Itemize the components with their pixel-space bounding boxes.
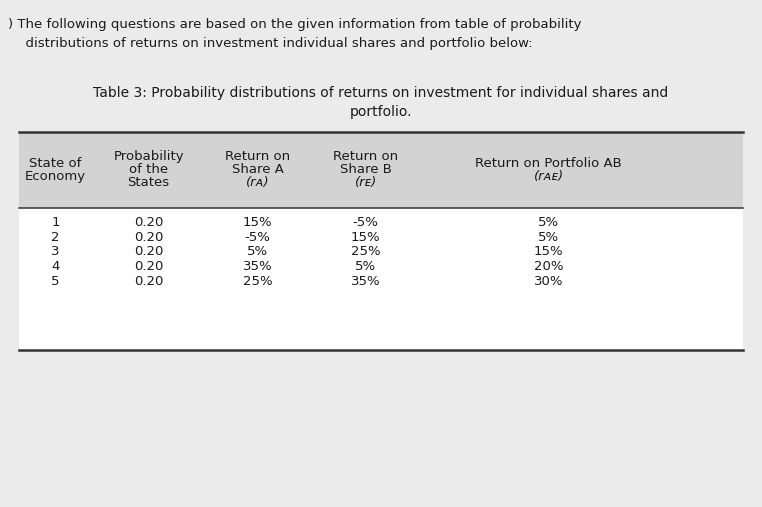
Text: (rᴇ): (rᴇ) xyxy=(354,176,377,189)
Bar xyxy=(19,132,743,208)
Text: 25%: 25% xyxy=(243,275,272,288)
Text: 0.20: 0.20 xyxy=(134,260,163,273)
Text: distributions of returns on investment individual shares and portfolio below:: distributions of returns on investment i… xyxy=(17,37,533,50)
Text: 15%: 15% xyxy=(243,216,272,229)
Text: 0.20: 0.20 xyxy=(134,275,163,288)
Text: Return on: Return on xyxy=(333,151,399,163)
Text: Table 3: Probability distributions of returns on investment for individual share: Table 3: Probability distributions of re… xyxy=(94,86,668,100)
Text: 4: 4 xyxy=(52,260,59,273)
Text: 2: 2 xyxy=(51,231,60,244)
Text: Probability: Probability xyxy=(114,151,184,163)
Text: 0.20: 0.20 xyxy=(134,216,163,229)
Text: 5%: 5% xyxy=(355,260,376,273)
Text: 1: 1 xyxy=(51,216,60,229)
Text: 5%: 5% xyxy=(538,216,559,229)
Text: (rᴀᴇ): (rᴀᴇ) xyxy=(533,170,564,183)
Text: Return on: Return on xyxy=(225,151,290,163)
Text: -5%: -5% xyxy=(245,231,271,244)
Text: 30%: 30% xyxy=(534,275,563,288)
Text: 5: 5 xyxy=(51,275,60,288)
Text: 35%: 35% xyxy=(243,260,272,273)
Text: portfolio.: portfolio. xyxy=(350,105,412,119)
Text: 35%: 35% xyxy=(351,275,380,288)
Text: 5%: 5% xyxy=(247,245,268,259)
Bar xyxy=(19,208,743,350)
Text: States: States xyxy=(127,176,170,189)
Text: -5%: -5% xyxy=(353,216,379,229)
Text: 25%: 25% xyxy=(351,245,380,259)
Text: of the: of the xyxy=(129,163,168,176)
Text: Share B: Share B xyxy=(340,163,392,176)
Text: Economy: Economy xyxy=(25,170,86,183)
Text: Return on Portfolio AB: Return on Portfolio AB xyxy=(475,157,622,170)
Text: ) The following questions are based on the given information from table of proba: ) The following questions are based on t… xyxy=(8,18,581,31)
Text: 15%: 15% xyxy=(351,231,380,244)
Text: Share A: Share A xyxy=(232,163,283,176)
Text: 5%: 5% xyxy=(538,231,559,244)
Text: (rᴀ): (rᴀ) xyxy=(245,176,270,189)
Text: 0.20: 0.20 xyxy=(134,245,163,259)
Text: State of: State of xyxy=(30,157,82,170)
Text: 20%: 20% xyxy=(534,260,563,273)
Text: 0.20: 0.20 xyxy=(134,231,163,244)
Text: 15%: 15% xyxy=(534,245,563,259)
Text: 3: 3 xyxy=(51,245,60,259)
